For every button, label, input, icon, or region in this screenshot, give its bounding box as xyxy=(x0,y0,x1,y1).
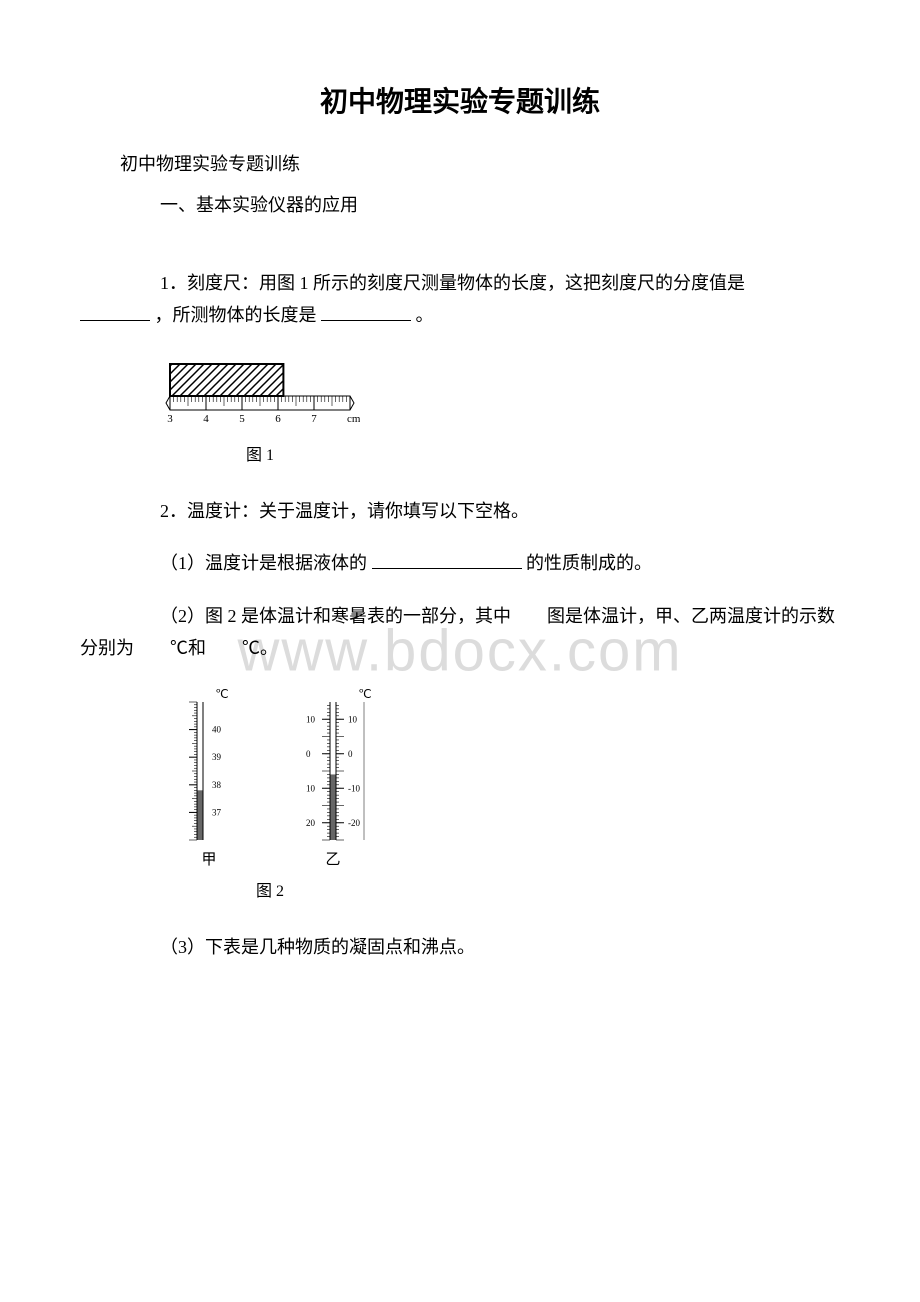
thermometer-b: ℃ 10 10 0 0 10 -10 20 -20 乙 xyxy=(278,684,388,869)
svg-text:10: 10 xyxy=(306,715,316,725)
svg-text:℃: ℃ xyxy=(215,687,228,701)
question-2-3: （3）下表是几种物质的凝固点和沸点。 xyxy=(160,931,840,963)
subtitle: 初中物理实验专题训练 xyxy=(120,150,840,176)
svg-text:-20: -20 xyxy=(348,818,360,828)
thermometer-a: ℃ 40 39 38 37 甲 xyxy=(180,684,238,869)
question-2-1: （1）温度计是根据液体的 的性质制成的。 xyxy=(160,547,840,579)
svg-text:0: 0 xyxy=(306,749,311,759)
figure-1-caption: 图 1 xyxy=(160,441,360,465)
svg-text:cm: cm xyxy=(347,413,360,425)
svg-text:10: 10 xyxy=(306,784,316,794)
svg-text:0: 0 xyxy=(348,749,353,759)
svg-text:7: 7 xyxy=(311,413,317,425)
svg-text:37: 37 xyxy=(212,808,222,818)
figure-2: ℃ 40 39 38 37 甲 ℃ 10 10 0 0 10 -10 20 -20 乙 图 2 xyxy=(160,684,840,901)
q1-part3: 。 xyxy=(416,305,434,325)
svg-text:10: 10 xyxy=(348,715,358,725)
thermo-b-svg: ℃ 10 10 0 0 10 -10 20 -20 xyxy=(278,684,388,844)
q1-part1: 1．刻度尺：用图 1 所示的刻度尺测量物体的长度，这把刻度尺的分度值是 xyxy=(160,273,745,293)
svg-text:℃: ℃ xyxy=(358,687,371,701)
q1-blank2 xyxy=(321,300,411,322)
q2-1-blank xyxy=(372,548,522,570)
figure-2-caption: 图 2 xyxy=(160,877,380,901)
page-content: 初中物理实验专题训练 初中物理实验专题训练 一、基本实验仪器的应用 1．刻度尺：… xyxy=(0,0,920,1024)
svg-text:3: 3 xyxy=(167,413,173,425)
figure-1: 3 4 5 6 7 cm 图 1 xyxy=(160,352,360,465)
svg-text:6: 6 xyxy=(275,413,281,425)
thermo-a-label: 甲 xyxy=(201,848,216,869)
svg-text:-10: -10 xyxy=(348,784,360,794)
question-1: 1．刻度尺：用图 1 所示的刻度尺测量物体的长度，这把刻度尺的分度值是 ，所测物… xyxy=(80,267,840,332)
section-heading: 一、基本实验仪器的应用 xyxy=(160,191,840,217)
thermo-a-svg: ℃ 40 39 38 37 xyxy=(180,684,238,844)
q1-blank1 xyxy=(80,300,150,322)
thermo-b-label: 乙 xyxy=(325,848,340,869)
svg-text:39: 39 xyxy=(212,753,222,763)
q2-1-a: （1）温度计是根据液体的 xyxy=(160,553,367,573)
svg-text:20: 20 xyxy=(306,818,316,828)
question-2-2: （2）图 2 是体温计和寒暑表的一部分，其中 图是体温计，甲、乙两温度计的示数分… xyxy=(80,600,840,665)
main-title: 初中物理实验专题训练 xyxy=(80,80,840,120)
svg-text:5: 5 xyxy=(239,413,245,425)
q1-part2: ，所测物体的长度是 xyxy=(155,305,317,325)
q2-2-text: （2）图 2 是体温计和寒暑表的一部分，其中 图是体温计，甲、乙两温度计的示数分… xyxy=(80,606,835,658)
svg-text:38: 38 xyxy=(212,780,222,790)
q2-1-b: 的性质制成的。 xyxy=(526,553,652,573)
svg-text:40: 40 xyxy=(212,725,222,735)
question-2-lead: 2．温度计：关于温度计，请你填写以下空格。 xyxy=(160,495,840,527)
ruler-svg: 3 4 5 6 7 cm xyxy=(160,352,360,428)
svg-text:4: 4 xyxy=(203,413,209,425)
